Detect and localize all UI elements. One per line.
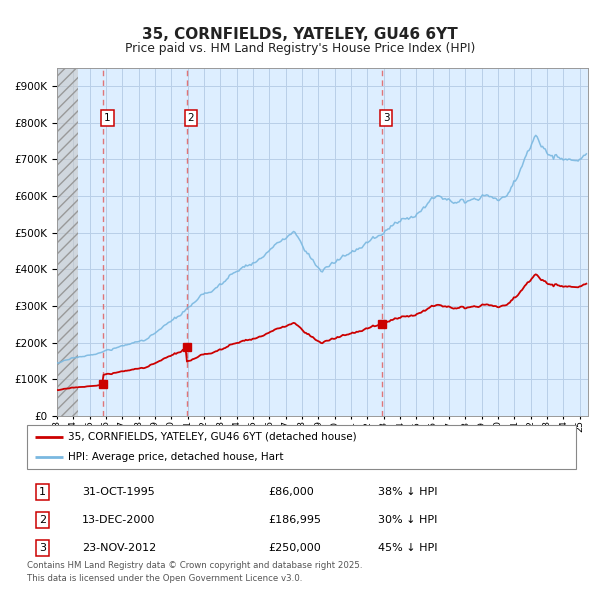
Text: HPI: Average price, detached house, Hart: HPI: Average price, detached house, Hart bbox=[68, 452, 284, 462]
Text: Contains HM Land Registry data © Crown copyright and database right 2025.
This d: Contains HM Land Registry data © Crown c… bbox=[27, 562, 362, 583]
Bar bbox=[57, 68, 78, 416]
FancyBboxPatch shape bbox=[27, 425, 576, 469]
Bar bbox=[57, 68, 78, 416]
Text: £186,995: £186,995 bbox=[269, 515, 322, 525]
Text: 2: 2 bbox=[188, 113, 194, 123]
Text: 35, CORNFIELDS, YATELEY, GU46 6YT (detached house): 35, CORNFIELDS, YATELEY, GU46 6YT (detac… bbox=[68, 432, 357, 442]
Text: Price paid vs. HM Land Registry's House Price Index (HPI): Price paid vs. HM Land Registry's House … bbox=[125, 42, 475, 55]
Text: 3: 3 bbox=[39, 543, 46, 553]
Text: 35, CORNFIELDS, YATELEY, GU46 6YT: 35, CORNFIELDS, YATELEY, GU46 6YT bbox=[142, 27, 458, 42]
Text: 31-OCT-1995: 31-OCT-1995 bbox=[82, 487, 155, 497]
Text: 13-DEC-2000: 13-DEC-2000 bbox=[82, 515, 155, 525]
Text: 1: 1 bbox=[39, 487, 46, 497]
Text: 38% ↓ HPI: 38% ↓ HPI bbox=[379, 487, 438, 497]
Text: 3: 3 bbox=[383, 113, 389, 123]
Text: 2: 2 bbox=[39, 515, 46, 525]
Text: 30% ↓ HPI: 30% ↓ HPI bbox=[379, 515, 438, 525]
Text: 1: 1 bbox=[104, 113, 110, 123]
Text: 23-NOV-2012: 23-NOV-2012 bbox=[82, 543, 156, 553]
Text: £250,000: £250,000 bbox=[269, 543, 322, 553]
Text: £86,000: £86,000 bbox=[269, 487, 314, 497]
Text: 45% ↓ HPI: 45% ↓ HPI bbox=[379, 543, 438, 553]
